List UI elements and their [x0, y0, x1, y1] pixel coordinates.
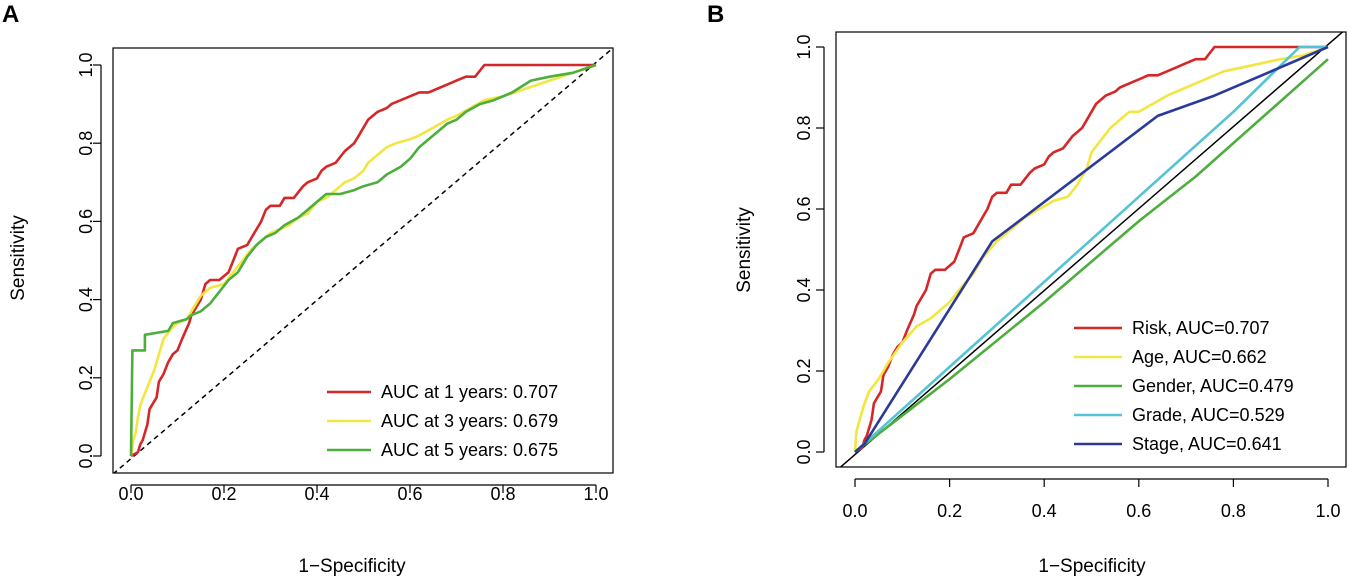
x-axis-title-a: 1−Specificity: [298, 556, 406, 577]
x-axis-title-b: 1−Specificity: [1038, 556, 1146, 577]
x-tick-label: 1.0: [1315, 501, 1340, 521]
x-tick-label: 0.2: [211, 484, 236, 504]
x-tick-label: 0.0: [118, 484, 143, 504]
plot-frame-a: [112, 47, 614, 474]
x-tick-label: 0.4: [1032, 501, 1057, 521]
legend-entry-label: AUC at 3 years: 0.679: [381, 411, 558, 431]
series-line-a-1: [130, 63, 596, 458]
y-tick-label: 0.6: [794, 196, 814, 221]
reference-diagonal: [839, 32, 1344, 467]
y-axis-title-a: Sensitivity: [8, 215, 29, 301]
panel-letter-b: B: [707, 1, 724, 28]
series-line-a-3: [129, 63, 597, 457]
legend-entry-label: Stage, AUC=0.641: [1132, 434, 1282, 454]
legend-box: [1066, 312, 1340, 464]
y-tick-label: 0.8: [794, 115, 814, 140]
series-line-b-3: [854, 58, 1329, 454]
legend-entry-label: Gender, AUC=0.479: [1132, 376, 1294, 396]
x-tick-label: 0.6: [1126, 501, 1151, 521]
series-line-b-5: [854, 45, 1329, 453]
panel-letter-a: A: [2, 1, 19, 28]
plot-area-a: [113, 48, 613, 473]
y-tick-label: 0.8: [76, 131, 96, 156]
plot-frame-b: [835, 31, 1347, 468]
y-tick-label: 0.4: [76, 287, 96, 312]
x-tick-label: 0.4: [304, 484, 329, 504]
y-axis-title-b: Sensitivity: [734, 207, 755, 293]
legend-entry-label: AUC at 1 years: 0.707: [381, 382, 558, 402]
roc-panel-b: B 0.0 0.2 0.4 0.6 0.8 1.0 0.0 0.2 0.4 0.6 0.8 1.0 1−S…: [707, 1, 1347, 577]
y-tick-label: 0.0: [76, 443, 96, 468]
x-tick-label: 0.8: [1221, 501, 1246, 521]
y-tick-label: 0.2: [76, 365, 96, 390]
y-tick-label: 0.4: [794, 277, 814, 302]
y-tick-label: 0.0: [794, 439, 814, 464]
legend-entry-label: Age, AUC=0.662: [1132, 347, 1267, 367]
x-tick-label: 0.2: [937, 501, 962, 521]
plot-area-b: [839, 32, 1344, 467]
y-tick-label: 0.6: [76, 209, 96, 234]
x-tick-label: 0.8: [490, 484, 515, 504]
series-line-b-2: [853, 45, 1329, 453]
x-tick-label: 1.0: [583, 484, 608, 504]
legend-a: AUC at 1 years: 0.707 AUC at 3 years: 0.6…: [319, 376, 606, 466]
legend-entry-label: AUC at 5 years: 0.675: [381, 440, 558, 460]
x-tick-label: 0.6: [397, 484, 422, 504]
legend-entry-label: Grade, AUC=0.529: [1132, 405, 1285, 425]
legend-b: Risk, AUC=0.707 Age, AUC=0.662 Gender, AUC…: [1066, 312, 1340, 464]
x-tick-label: 0.0: [842, 501, 867, 521]
roc-panel-a: A 0.0 0.2 0.4 0.6 0.8 1.0 0.0 0.2 0.4 0.6 0.8 1.0 1−S…: [2, 1, 614, 577]
y-tick-label: 0.2: [794, 358, 814, 383]
y-tick-label: 1.0: [794, 34, 814, 59]
reference-diagonal: [113, 48, 613, 473]
y-tick-label: 1.0: [76, 52, 96, 77]
legend-entry-label: Risk, AUC=0.707: [1132, 318, 1270, 338]
series-line-b-4: [854, 45, 1328, 453]
